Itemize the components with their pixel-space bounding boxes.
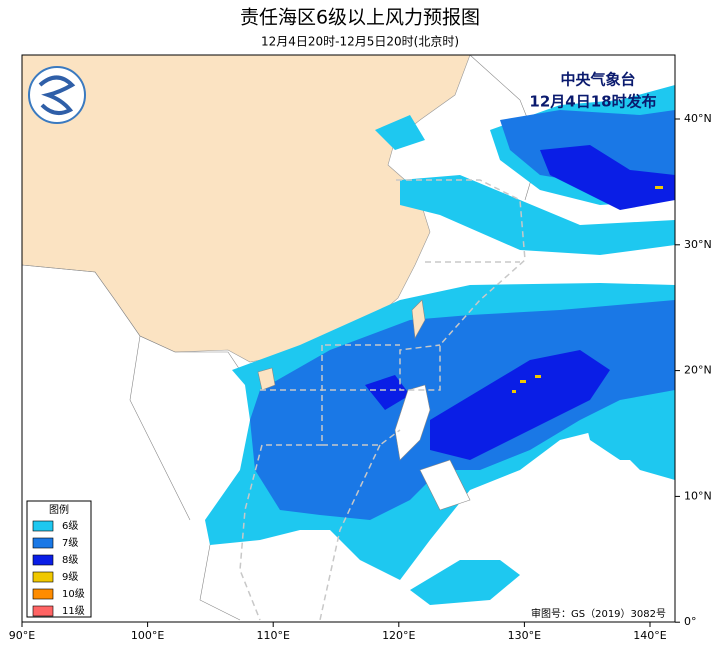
- wind-level-9: [512, 186, 663, 393]
- map-body: [22, 55, 675, 622]
- lat-label: 10°N: [684, 489, 712, 502]
- wind-level-8: [365, 145, 675, 460]
- approval-number: 审图号：GS（2019）3082号: [531, 607, 666, 620]
- subtitle: 12月4日20时-12月5日20时(北京时): [261, 35, 459, 49]
- legend-label: 6级: [62, 520, 78, 532]
- lon-label: 120°E: [382, 629, 415, 642]
- legend-label: 11级: [62, 605, 85, 617]
- issue-time: 12月4日18时发布: [529, 93, 656, 111]
- lat-label: 40°N: [684, 112, 712, 125]
- lon-label: 140°E: [633, 629, 666, 642]
- legend-swatch: [32, 588, 54, 600]
- lat-label: 0°: [684, 615, 697, 628]
- legend-swatch: [32, 537, 54, 549]
- lon-label: 90°E: [9, 629, 35, 642]
- lon-label: 110°E: [256, 629, 289, 642]
- legend-swatch: [32, 554, 54, 566]
- lon-label: 130°E: [508, 629, 541, 642]
- legend: 图例 6级 7级 8级 9级 10级 11级: [26, 500, 92, 618]
- legend-label: 7级: [62, 537, 78, 549]
- legend-swatch: [32, 520, 54, 532]
- lat-label: 30°N: [684, 238, 712, 251]
- lon-label: 100°E: [131, 629, 164, 642]
- legend-label: 9级: [62, 571, 78, 583]
- agency-name: 中央气象台: [560, 71, 635, 89]
- sea-area-boundaries: [239, 179, 526, 621]
- legend-swatch: [32, 605, 54, 617]
- axes: 90°E 100°E 110°E 120°E 130°E 140°E 40°N 30°N 20°…: [9, 112, 712, 642]
- legend-swatch: [32, 571, 54, 583]
- logo: [28, 66, 86, 124]
- title: 责任海区6级以上风力预报图: [240, 7, 480, 29]
- legend-label: 10级: [62, 588, 85, 600]
- legend-label: 8级: [62, 554, 78, 566]
- lat-label: 20°N: [684, 364, 712, 377]
- legend-title: 图例: [49, 503, 69, 516]
- map-frame: [21, 54, 676, 623]
